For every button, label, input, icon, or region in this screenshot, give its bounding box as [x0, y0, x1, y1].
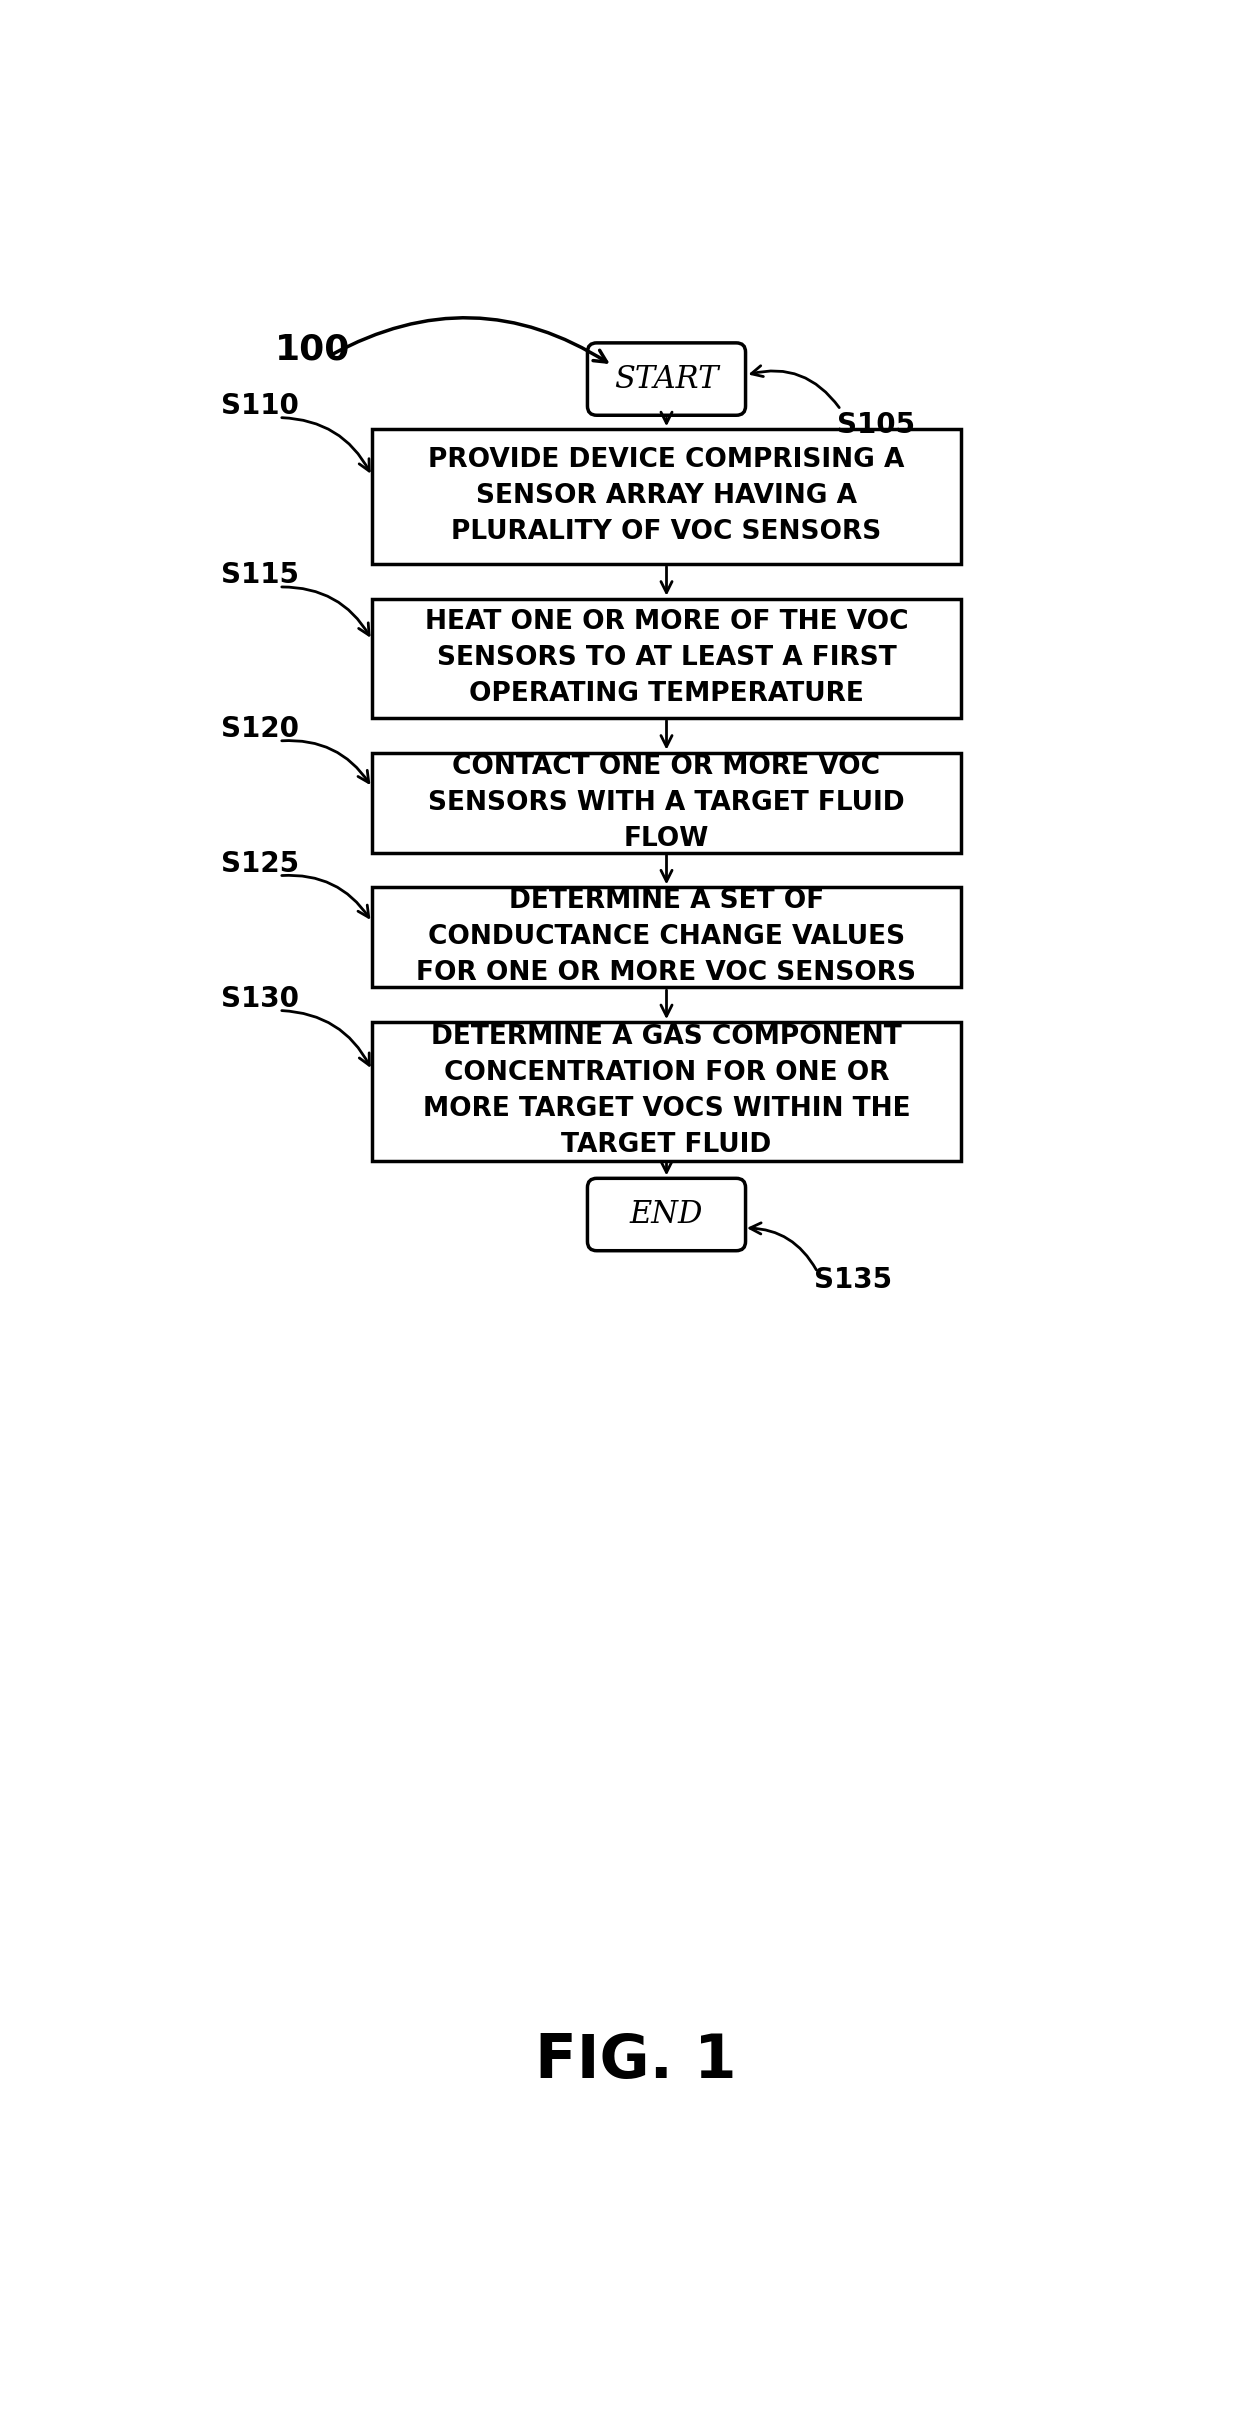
Text: S130: S130: [221, 985, 299, 1012]
Text: CONTACT ONE OR MORE VOC
SENSORS WITH A TARGET FLUID
FLOW: CONTACT ONE OR MORE VOC SENSORS WITH A T…: [428, 753, 905, 852]
Text: S110: S110: [221, 392, 299, 419]
Text: HEAT ONE OR MORE OF THE VOC
SENSORS TO AT LEAST A FIRST
OPERATING TEMPERATURE: HEAT ONE OR MORE OF THE VOC SENSORS TO A…: [425, 610, 908, 707]
Text: PROVIDE DEVICE COMPRISING A
SENSOR ARRAY HAVING A
PLURALITY OF VOC SENSORS: PROVIDE DEVICE COMPRISING A SENSOR ARRAY…: [428, 448, 905, 545]
FancyBboxPatch shape: [588, 1179, 745, 1252]
Text: 100: 100: [275, 332, 351, 368]
Text: S105: S105: [837, 412, 915, 438]
Bar: [372, 429, 961, 564]
Bar: [372, 598, 961, 719]
Text: S115: S115: [221, 562, 299, 588]
Text: DETERMINE A SET OF
CONDUCTANCE CHANGE VALUES
FOR ONE OR MORE VOC SENSORS: DETERMINE A SET OF CONDUCTANCE CHANGE VA…: [417, 889, 916, 985]
Bar: [372, 753, 961, 852]
Text: DETERMINE A GAS COMPONENT
CONCENTRATION FOR ONE OR
MORE TARGET VOCS WITHIN THE
T: DETERMINE A GAS COMPONENT CONCENTRATION …: [423, 1024, 910, 1157]
Text: S125: S125: [221, 850, 299, 879]
Bar: [372, 886, 961, 988]
Text: END: END: [630, 1198, 703, 1230]
FancyBboxPatch shape: [588, 344, 745, 416]
Text: FIG. 1: FIG. 1: [534, 2031, 737, 2092]
Text: S120: S120: [221, 717, 299, 743]
Text: S135: S135: [813, 1266, 892, 1293]
Bar: [372, 1022, 961, 1160]
Text: START: START: [614, 363, 719, 395]
